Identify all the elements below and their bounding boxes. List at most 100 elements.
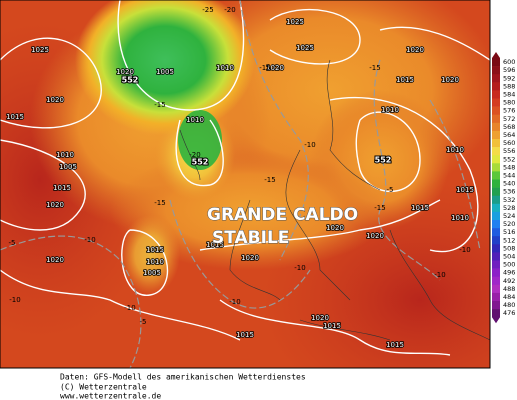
legend-label: 600 [503,58,515,66]
legend-label: 516 [503,228,515,236]
isobar-label: 1020 [311,314,329,322]
legend-label: 492 [503,277,515,285]
legend-swatch [492,203,500,213]
legend-label: 568 [503,123,515,131]
isobar-label: 1015 [236,331,254,339]
isobar-label: 1020 [266,64,284,72]
legend-label: 544 [503,171,515,179]
color-legend: 6005965925885845805765725685645605565525… [492,52,515,324]
legend-label: 572 [503,115,515,123]
legend-label: 524 [503,212,515,220]
legend-label: 560 [503,139,515,147]
map-frame [0,0,491,369]
legend-swatch [492,292,500,302]
isobar-label: 1015 [396,76,414,84]
isotherm-label: -10 [459,246,470,254]
legend-swatch [492,106,500,115]
isotherm-label: -10 [84,236,95,244]
isobar-label: 1010 [381,106,399,114]
legend-swatch [492,220,500,229]
coastlines [179,59,490,341]
isobar-label: 1015 [206,241,224,249]
legend-label: 580 [503,99,515,107]
isotherm-label: -25 [202,6,213,14]
isobar-label: 1015 [386,341,404,349]
legend-swatch [492,179,500,188]
legend-label: 528 [503,204,515,212]
legend-swatch [492,195,500,205]
isobar-label: 1005 [59,163,77,171]
legend-swatch [492,284,500,294]
legend-label: 496 [503,269,515,277]
isotherm-label: -15 [154,199,165,207]
isotherm-label: -10 [9,296,20,304]
isotherm-label: -10 [434,271,445,279]
isotherm-label: -10 [124,304,135,312]
legend-label: 504 [503,252,515,260]
legend-label: 508 [503,244,515,252]
isotherm-label: -10 [229,298,240,306]
isobar-label: 1010 [451,214,469,222]
legend-swatch [492,252,500,261]
isobar-label: 1020 [116,68,134,76]
legend-swatch [492,268,500,277]
isotherm-label: -10 [304,141,315,149]
legend-swatch [492,211,500,221]
isotherm-label: -20 [224,6,235,14]
isobar-label: 1015 [146,246,164,254]
isobar-label: 1010 [146,258,164,266]
legend-label: 556 [503,147,515,155]
legend-label: 588 [503,82,515,90]
legend-swatch [492,74,500,83]
legend-arrow [492,317,500,324]
footer-text: Daten: GFS-Modell des amerikanischen Wet… [60,373,306,382]
legend-swatch [492,187,500,196]
legend-label: 540 [503,180,515,188]
isotherm-label: -10 [294,264,305,272]
legend-swatch [492,276,500,286]
legend-swatch [492,90,500,99]
legend-label: 584 [503,90,515,98]
legend-label: 476 [503,309,515,317]
legend-label: 536 [503,188,515,196]
legend-swatch [492,163,500,172]
legend-label: 552 [503,155,515,163]
legend-swatch [492,139,500,148]
isobar-label: 1020 [326,224,344,232]
footer-text: www.wetterzentrale.de [60,392,161,400]
legend-label: 484 [503,293,515,301]
isotherm-label: -15 [374,204,385,212]
isotherm-label: -5 [387,186,394,194]
legend-swatch [492,147,500,156]
legend-label: 520 [503,220,515,228]
legend-label: 500 [503,261,515,269]
isobar-label: 1010 [56,151,74,159]
legend-label: 564 [503,131,515,139]
legend-swatch [492,171,500,180]
legend-swatch [492,301,500,310]
isobar-label: 1020 [46,201,64,209]
headline: STABILE [212,228,289,248]
isobar-label: 1015 [411,204,429,212]
isobar-label: 1010 [216,64,234,72]
isotherm-label: -15 [154,101,165,109]
low-label: 552 [122,76,139,85]
isotherm-label: -15 [264,176,275,184]
legend-label: 576 [503,107,515,115]
legend-swatch [492,228,500,237]
isobar-label: 1010 [186,116,204,124]
isotherm-label: -5 [140,318,147,326]
headline: GRANDE CALDO [207,205,358,225]
legend-label: 480 [503,301,515,309]
legend-label: 592 [503,74,515,82]
isobar-label: 1015 [456,186,474,194]
isotherm-label: -20 [189,151,200,159]
isobar-label: 1015 [53,184,71,192]
legend-swatch [492,309,500,318]
isobar-label: 1020 [366,232,384,240]
legend-swatch [492,58,500,67]
isobar-label: 1020 [46,256,64,264]
